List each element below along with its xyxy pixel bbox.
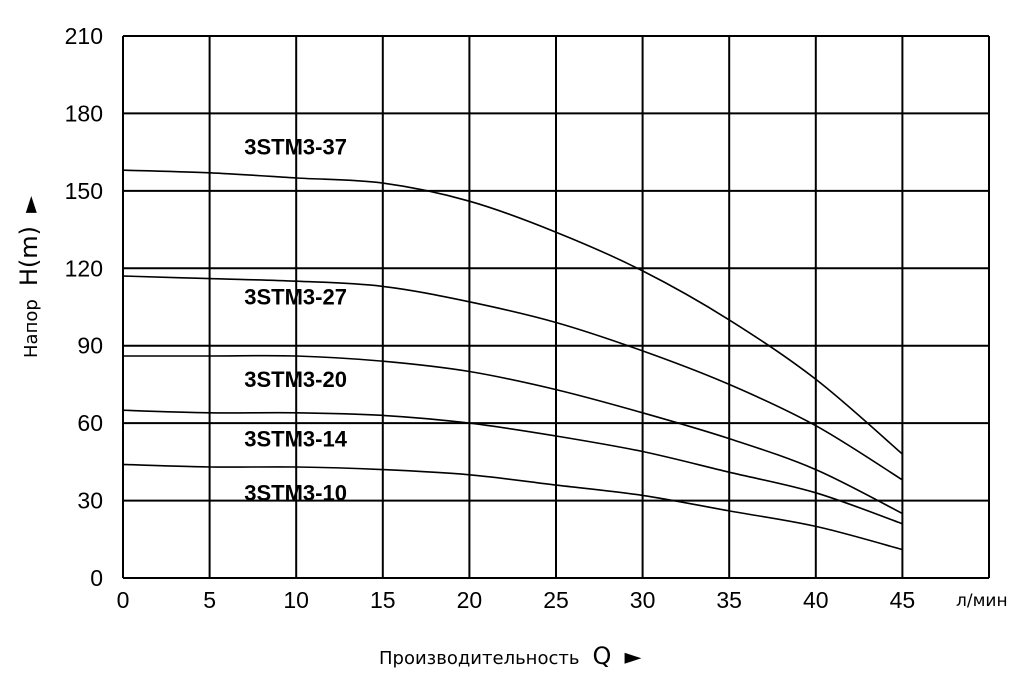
x-tick-label: 20 — [457, 587, 483, 613]
series-label-3stm3-20: 3STM3-20 — [244, 367, 347, 392]
x-tick-label: 45 — [890, 587, 916, 613]
y-tick-label: 150 — [65, 178, 103, 204]
y-tick-label: 210 — [65, 23, 103, 49]
series-labels: 3STM3-37 3STM3-27 3STM3-20 3STM3-14 3STM3-10 — [244, 135, 347, 506]
y-axis-arrow-icon: ► — [18, 196, 43, 213]
series-line-3stm3-37 — [122, 169, 903, 455]
series-label-3stm3-10: 3STM3-10 — [244, 481, 347, 506]
y-axis-title: Напор H(m) ► — [15, 196, 43, 358]
series-label-3stm3-27: 3STM3-27 — [244, 284, 347, 309]
y-tick-label: 90 — [77, 333, 103, 359]
x-tick-label: 25 — [543, 587, 569, 613]
x-tick-label: 5 — [203, 587, 216, 613]
x-tick-label: 30 — [630, 587, 656, 613]
series-label-3stm3-37: 3STM3-37 — [244, 135, 347, 160]
series-label-3stm3-14: 3STM3-14 — [244, 426, 347, 451]
y-tick-labels: 0 30 60 90 120 150 180 210 — [65, 23, 103, 591]
y-tick-label: 30 — [77, 488, 103, 514]
series-line-3stm3-27 — [122, 275, 903, 481]
x-axis-title-text: Производительность — [379, 648, 579, 669]
x-tick-label: 15 — [370, 587, 396, 613]
x-tick-label: 35 — [716, 587, 742, 613]
x-tick-label: 0 — [117, 587, 130, 613]
x-tick-labels: 0 5 10 15 20 25 30 35 40 45 — [117, 587, 916, 613]
x-tick-label: 40 — [803, 587, 829, 613]
y-tick-label: 60 — [77, 410, 103, 436]
curves — [122, 169, 903, 551]
y-axis-title-text: Напор — [21, 299, 42, 358]
series-line-3stm3-14 — [122, 409, 903, 525]
y-tick-label: 180 — [65, 100, 103, 126]
x-axis-title-symbol: Q — [593, 642, 612, 670]
x-tick-label: 10 — [283, 587, 309, 613]
y-tick-label: 0 — [90, 565, 103, 591]
y-axis-title-symbol: H(m) — [15, 226, 43, 286]
x-unit-label: л/мин — [956, 591, 1008, 611]
x-axis-arrow-icon: ► — [625, 645, 642, 670]
series-line-3stm3-10 — [122, 463, 903, 551]
x-axis-title: Производительность Q ► — [379, 642, 642, 670]
y-tick-label: 120 — [65, 255, 103, 281]
grid — [122, 35, 990, 579]
series-line-3stm3-20 — [123, 354, 903, 515]
